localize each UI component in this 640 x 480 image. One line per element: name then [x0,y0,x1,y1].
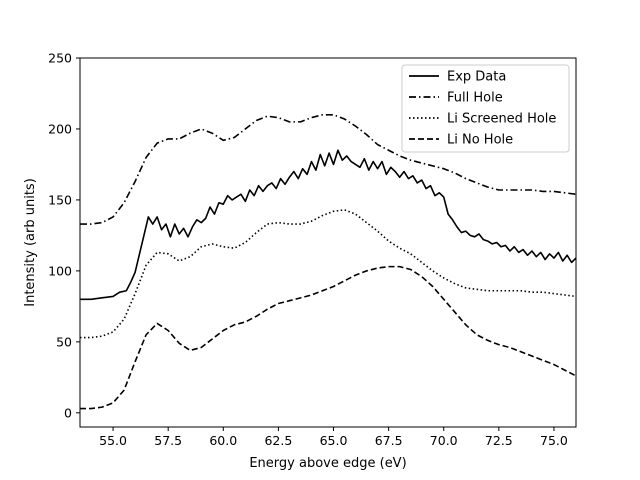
y-tick-label: 250 [48,51,72,66]
x-tick-label: 72.5 [485,433,513,448]
y-tick-label: 150 [48,192,72,207]
legend-label-exp-data: Exp Data [447,70,506,85]
series-line-full-hole [80,113,577,225]
series-line-li-screened-hole [80,209,577,339]
series-line-exp-data [80,149,577,301]
y-axis: 0 50 100 150 200 250 [48,51,80,420]
x-tick-label: 65.0 [320,433,348,448]
legend-label-full-hole: Full Hole [447,91,503,106]
y-tick-label: 100 [48,263,72,278]
legend-label-li-screened-hole: Li Screened Hole [447,112,556,127]
y-tick-label: 200 [48,121,72,136]
x-tick-label: 62.5 [264,433,292,448]
x-tick-label: 75.0 [540,433,568,448]
y-tick-label: 50 [56,334,72,349]
y-axis-label: Intensity (arb units) [23,178,38,307]
legend: Exp Data Full Hole Li Screened Hole Li N… [401,64,570,153]
legend-box [401,64,570,153]
x-tick-label: 67.5 [375,433,403,448]
x-tick-label: 70.0 [430,433,458,448]
legend-label-li-no-hole: Li No Hole [447,133,513,148]
y-tick-label: 0 [64,405,72,420]
x-axis: 55.0 57.5 60.0 62.5 65.0 67.5 70.0 72.5 75.0 [99,427,568,448]
plot-frame [79,57,577,428]
series-layer [80,113,577,410]
x-axis-label: Energy above edge (eV) [249,456,406,471]
series-line-li-no-hole [80,265,577,410]
x-tick-label: 60.0 [209,433,237,448]
x-tick-label: 57.5 [154,433,182,448]
x-tick-label: 55.0 [99,433,127,448]
